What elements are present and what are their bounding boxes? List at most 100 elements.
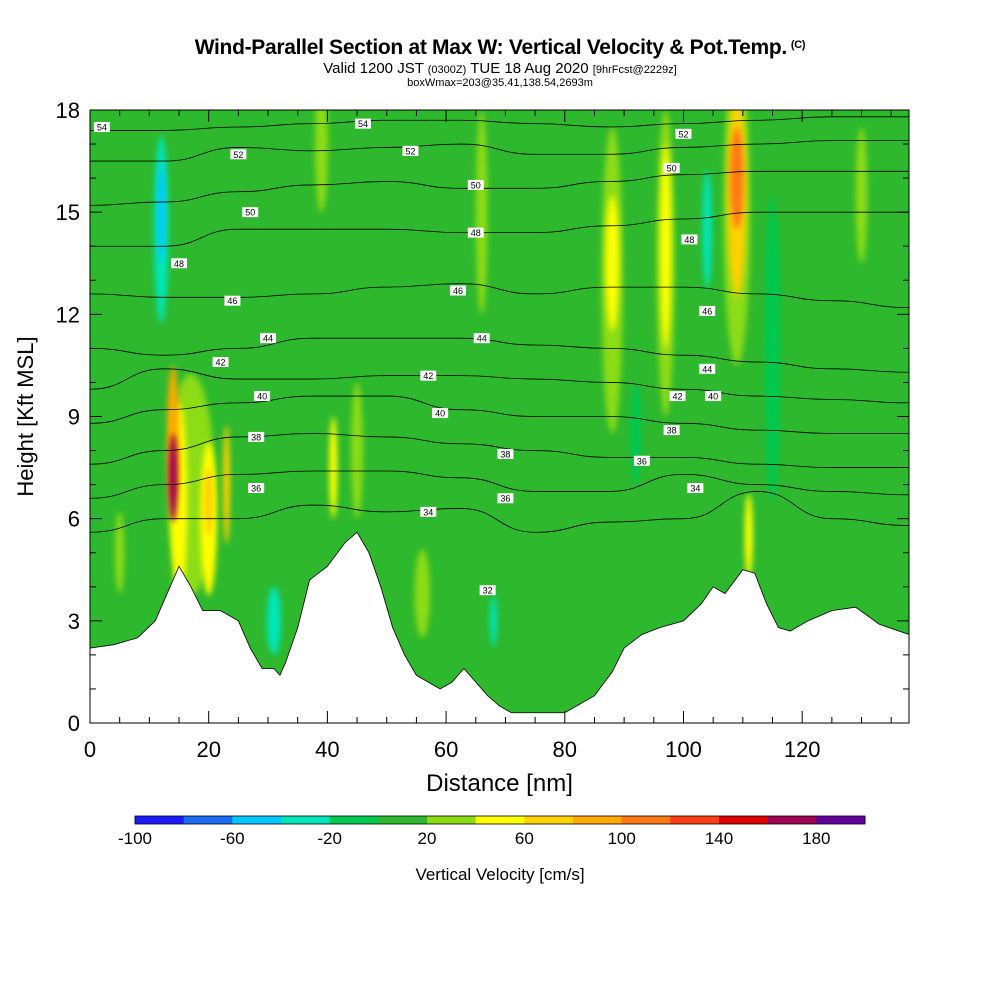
colorbar-swatch-11 (670, 816, 720, 824)
contour-label-25: 38 (663, 425, 680, 436)
colorbar-swatch-9 (573, 816, 623, 824)
contour-label-6: 50 (663, 162, 680, 173)
chart-title-text: Wind-Parallel Section at Max W: Vertical… (194, 36, 788, 59)
contour-label-text: 52 (678, 129, 688, 139)
contour-label-box (681, 234, 698, 245)
contour-label-box (699, 305, 716, 316)
colorbar-swatch-1 (183, 816, 233, 824)
velocity-cell-10 (764, 195, 781, 502)
subtitle-date: TUE 18 Aug 2020 (470, 60, 589, 77)
contour-label-text: 40 (435, 409, 445, 419)
contour-label-text: 44 (477, 334, 487, 344)
contour-label-20: 40 (254, 391, 271, 402)
velocity-cell-19 (605, 195, 619, 332)
contour-label-box (171, 258, 188, 269)
x-axis-label: Distance [nm] (426, 770, 573, 797)
contour-label-box (420, 370, 437, 381)
contour-label-box (248, 431, 265, 442)
contour-label-text: 42 (673, 392, 683, 402)
contour-label-text: 32 (483, 586, 493, 596)
contour-label-text: 50 (245, 208, 255, 218)
subtitle-valid: Valid 1200 JST (323, 60, 424, 77)
contour-label-box (675, 128, 692, 139)
contour-label-box (254, 391, 271, 402)
velocity-cell-28 (168, 433, 178, 523)
contour-label-text: 46 (702, 306, 712, 316)
y-axis-label: Height [Kft MSL] (13, 336, 38, 496)
contour-label-box (260, 333, 277, 344)
contour-label-13: 46 (699, 305, 716, 316)
velocity-cell-9 (475, 110, 488, 315)
colorbar-tick-label: 140 (705, 829, 733, 848)
x-tick-label: 100 (665, 737, 702, 762)
contour-label-text: 48 (471, 228, 481, 238)
contour-label-text: 34 (423, 507, 433, 517)
contour-label-26: 36 (248, 483, 265, 494)
theta-contour-36 (90, 470, 909, 499)
contour-label-box (479, 585, 496, 596)
colorbar-tick-label: -20 (317, 829, 342, 848)
contour-label-7: 50 (242, 207, 259, 218)
colorbar-swatch-6 (427, 816, 477, 824)
contour-label-text: 44 (702, 364, 712, 374)
contour-label-text: 46 (453, 286, 463, 296)
velocity-cell-21 (222, 425, 231, 545)
contour-label-16: 44 (699, 363, 716, 374)
velocity-cell-1 (114, 511, 125, 594)
y-tick-label: 6 (68, 507, 80, 532)
contour-label-box (705, 391, 722, 402)
colorbar-label: Vertical Velocity [cm/s] (415, 865, 584, 884)
contour-label-4: 52 (402, 145, 419, 156)
x-tick-label: 0 (84, 737, 96, 762)
contour-label-5: 50 (467, 179, 484, 190)
contour-label-text: 52 (233, 150, 243, 160)
contour-label-0: 54 (93, 122, 110, 133)
theta-contour-52 (90, 140, 909, 162)
y-tick-label: 9 (68, 405, 80, 430)
contour-label-8: 48 (467, 227, 484, 238)
contour-label-box (669, 391, 686, 402)
velocity-cell-13 (630, 382, 642, 485)
contour-label-text: 46 (227, 296, 237, 306)
contour-label-17: 42 (212, 357, 229, 368)
contour-label-text: 40 (257, 392, 267, 402)
contour-label-box (467, 227, 484, 238)
velocity-cell-15 (702, 169, 712, 289)
contour-label-text: 36 (251, 484, 261, 494)
colorbar-tick-label: -60 (220, 829, 245, 848)
velocity-cell-12 (329, 416, 338, 519)
contour-label-11: 46 (224, 295, 241, 306)
contour-label-box (473, 333, 490, 344)
theta-contour-54 (90, 116, 909, 131)
colorbar-swatch-5 (378, 816, 428, 824)
x-tick-label: 80 (553, 737, 577, 762)
contour-label-box (93, 122, 110, 133)
contour-label-box (420, 506, 437, 517)
contour-label-14: 44 (260, 333, 277, 344)
contour-label-21: 40 (432, 408, 449, 419)
contour-label-text: 36 (500, 494, 510, 504)
contour-label-box (402, 145, 419, 156)
y-tick-label: 15 (56, 200, 80, 225)
colorbar-swatch-10 (621, 816, 671, 824)
contour-label-text: 54 (97, 123, 107, 133)
theta-contour-40 (90, 395, 909, 434)
contour-label-box (224, 295, 241, 306)
velocity-cell-22 (266, 586, 282, 655)
contour-label-text: 38 (251, 432, 261, 442)
y-tick-label: 12 (56, 302, 80, 327)
velocity-cell-20 (660, 144, 672, 349)
title-mark: (C) (790, 39, 806, 51)
chart-subtitle: Valid 1200 JST (0300Z) TUE 18 Aug 2020 [… (0, 60, 1000, 77)
x-tick-label: 60 (434, 737, 458, 762)
contour-label-19: 42 (669, 391, 686, 402)
contour-label-3: 52 (230, 149, 247, 160)
colorbar: -100 -60 -20 20 60 100 140 180 Vertical Velocity… (118, 815, 866, 884)
chart-box-info: boxWmax=203@35.41,138.54,2693m (0, 77, 1000, 89)
contour-label-box (230, 149, 247, 160)
colorbar-tick-label: 60 (515, 829, 534, 848)
contour-label-box (242, 207, 259, 218)
contour-label-29: 34 (420, 506, 437, 517)
